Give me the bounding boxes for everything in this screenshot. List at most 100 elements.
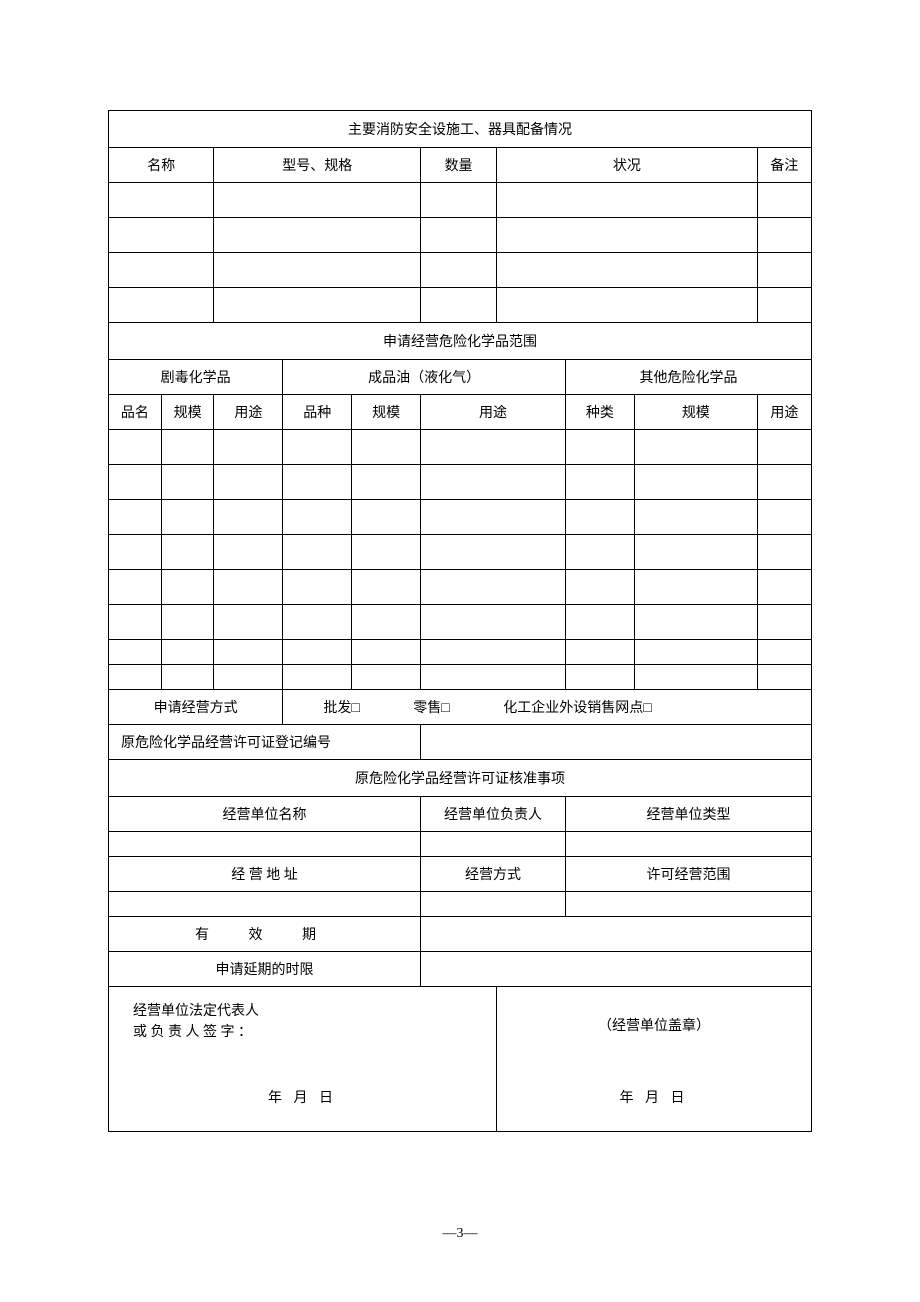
s2-cell [109, 665, 162, 690]
s2-cell [757, 605, 811, 640]
apply-mode-label: 申请经营方式 [109, 690, 283, 725]
sig-left-text: 经营单位法定代表人 或 负 责 人 签 字 ： [133, 1001, 259, 1043]
s2-cell [634, 665, 757, 690]
s2-cell [565, 640, 634, 665]
s2-cell [214, 665, 283, 690]
s2-group3: 其他危险化学品 [565, 360, 811, 395]
s2-cell [421, 500, 566, 535]
s2-cell [161, 430, 214, 465]
s2-subcol: 品名 [109, 395, 162, 430]
orig-license-no-label: 原危险化学品经营许可证登记编号 [109, 725, 421, 760]
s2-cell [565, 500, 634, 535]
s2-cell [421, 640, 566, 665]
s3-validity-label: 有 效 期 [109, 917, 421, 952]
s2-cell [352, 430, 421, 465]
s3-mode-label: 经营方式 [421, 857, 566, 892]
s2-cell [757, 665, 811, 690]
s2-cell [634, 640, 757, 665]
s2-cell [352, 605, 421, 640]
s3-unit-name-value [109, 832, 421, 857]
s2-subcol: 规模 [634, 395, 757, 430]
s1-col-qty: 数量 [421, 148, 497, 183]
s2-cell [352, 665, 421, 690]
page-container: 主要消防安全设施工、器具配备情况 名称 型号、规格 数量 状况 备注 [0, 0, 920, 1302]
orig-license-no-value [421, 725, 812, 760]
s2-cell [421, 605, 566, 640]
s2-cell [283, 535, 352, 570]
s1-cell [109, 218, 214, 253]
opt-retail: 零售□ [413, 697, 449, 717]
sig-left-line2: 或 负 责 人 签 字 ： [133, 1022, 259, 1043]
opt-external-point: 化工企业外设销售网点□ [503, 697, 651, 717]
s1-cell [421, 253, 497, 288]
s2-cell [421, 570, 566, 605]
s2-cell [421, 430, 566, 465]
s1-cell [497, 183, 758, 218]
s2-cell [565, 430, 634, 465]
s2-cell [283, 605, 352, 640]
s2-cell [634, 465, 757, 500]
s2-cell [161, 640, 214, 665]
s2-subcol: 用途 [214, 395, 283, 430]
s2-cell [565, 605, 634, 640]
s1-cell [757, 253, 811, 288]
s3-address-label: 经 营 地 址 [109, 857, 421, 892]
s2-cell [161, 665, 214, 690]
s2-cell [757, 570, 811, 605]
s2-cell [109, 535, 162, 570]
s2-cell [634, 570, 757, 605]
s2-cell [352, 640, 421, 665]
s1-cell [421, 288, 497, 323]
s2-cell [161, 535, 214, 570]
s1-cell [757, 288, 811, 323]
s2-cell [421, 535, 566, 570]
s2-cell [352, 535, 421, 570]
s1-col-remark: 备注 [757, 148, 811, 183]
form-table: 主要消防安全设施工、器具配备情况 名称 型号、规格 数量 状况 备注 [108, 110, 812, 1132]
s2-cell [421, 665, 566, 690]
s2-cell [214, 465, 283, 500]
s1-col-name: 名称 [109, 148, 214, 183]
s3-extension-value [421, 952, 812, 987]
s3-scope-label: 许可经营范围 [565, 857, 811, 892]
sig-right-label: （经营单位盖章） [497, 1015, 811, 1035]
s2-cell [109, 430, 162, 465]
s2-cell [161, 605, 214, 640]
apply-mode-options: 批发□ 零售□ 化工企业外设销售网点□ [283, 690, 812, 725]
s2-cell [757, 430, 811, 465]
s3-validity-value [421, 917, 812, 952]
s3-extension-label: 申请延期的时限 [109, 952, 421, 987]
s3-address-value [109, 892, 421, 917]
s2-cell [283, 570, 352, 605]
s2-cell [283, 500, 352, 535]
s2-group2: 成品油（液化气） [283, 360, 566, 395]
s2-cell [352, 500, 421, 535]
s2-cell [214, 605, 283, 640]
s3-scope-value [565, 892, 811, 917]
s3-mode-value [421, 892, 566, 917]
s2-subcol: 用途 [421, 395, 566, 430]
s1-cell [497, 253, 758, 288]
opt-wholesale: 批发□ [323, 697, 359, 717]
s2-cell [109, 500, 162, 535]
s2-cell [283, 665, 352, 690]
s1-col-model: 型号、规格 [214, 148, 421, 183]
page-number: —3— [0, 1226, 920, 1242]
s2-subcol: 品种 [283, 395, 352, 430]
s2-cell [214, 570, 283, 605]
s2-cell [161, 570, 214, 605]
s3-unit-head-label: 经营单位负责人 [421, 797, 566, 832]
s2-cell [109, 605, 162, 640]
signature-right: （经营单位盖章） 年 月 日 [497, 987, 812, 1132]
section3-title: 原危险化学品经营许可证核准事项 [109, 760, 812, 797]
s2-cell [421, 465, 566, 500]
s1-cell [109, 288, 214, 323]
s2-subcol: 种类 [565, 395, 634, 430]
s2-cell [757, 535, 811, 570]
s1-cell [497, 218, 758, 253]
s2-cell [757, 465, 811, 500]
s2-cell [109, 640, 162, 665]
section1-title: 主要消防安全设施工、器具配备情况 [109, 111, 812, 148]
s2-cell [161, 465, 214, 500]
s2-cell [565, 570, 634, 605]
